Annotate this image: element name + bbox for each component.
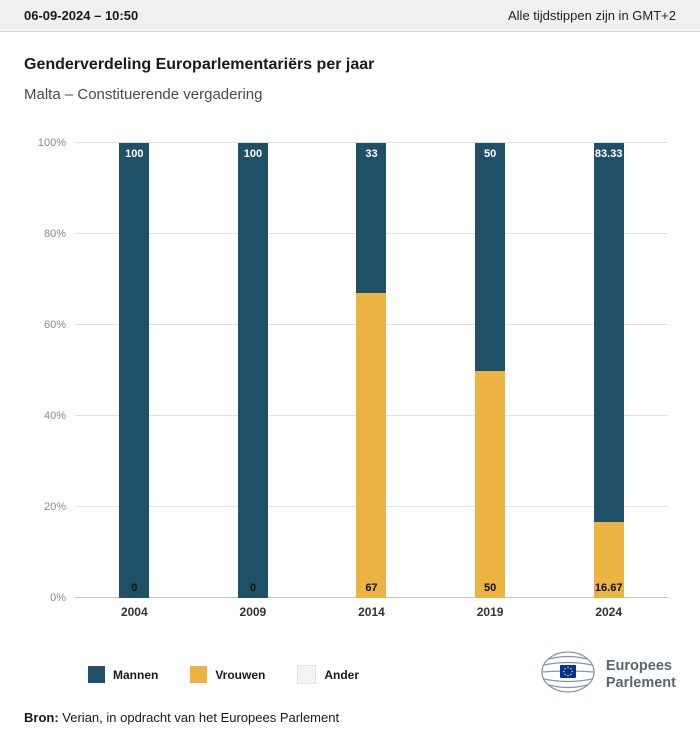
timezone-note: Alle tijdstippen zijn in GMT+2 xyxy=(508,8,676,23)
bar-segment-vrouwen[interactable] xyxy=(475,370,506,598)
bar-2009[interactable]: 100 0 xyxy=(237,143,268,598)
source-label: Bron: xyxy=(24,710,59,725)
value-label-top: 50 xyxy=(483,148,497,160)
bar-segment-mannen[interactable] xyxy=(356,143,387,294)
value-label-bottom: 0 xyxy=(131,582,138,594)
x-tick-label: 2004 xyxy=(120,605,148,619)
legend-swatch xyxy=(88,666,105,683)
x-tick-label: 2009 xyxy=(239,605,267,619)
y-tick-label: 80% xyxy=(43,228,66,240)
bar-2024[interactable]: 83.33 16.67 xyxy=(593,143,624,598)
bar-2019[interactable]: 50 50 xyxy=(475,143,506,598)
bar-segment-mannen[interactable] xyxy=(593,143,624,523)
bar-segment-vrouwen[interactable] xyxy=(593,522,624,598)
legend-label: Vrouwen xyxy=(215,667,266,682)
ep-logo-text: Europees Parlement xyxy=(606,658,676,692)
bar-segment-mannen[interactable] xyxy=(119,143,150,598)
value-label-bottom: 67 xyxy=(365,582,378,594)
page-title: Genderverdeling Europarlementariërs per … xyxy=(24,56,375,73)
top-bar: 06-09-2024 – 10:50 Alle tijdstippen zijn… xyxy=(0,0,700,32)
ep-logo-icon xyxy=(539,649,597,700)
legend-swatch xyxy=(190,666,208,683)
bar-column-2014: 33 67 xyxy=(312,143,431,598)
x-axis-labels: 2004 2009 2014 2019 2024 xyxy=(75,598,668,619)
legend-item-ander[interactable]: Ander xyxy=(297,665,359,684)
y-tick-label: 20% xyxy=(43,501,66,513)
value-label-top: 100 xyxy=(243,148,263,160)
bar-column-2024: 83.33 16.67 xyxy=(549,143,668,598)
legend: Mannen Vrouwen Ander xyxy=(88,665,359,684)
source-text: Verian, in opdracht van het Europees Par… xyxy=(62,710,340,725)
legend-item-mannen[interactable]: Mannen xyxy=(88,666,158,683)
y-tick-label: 40% xyxy=(43,410,66,422)
bar-segment-mannen[interactable] xyxy=(475,143,506,371)
bottom-row: Mannen Vrouwen Ander xyxy=(88,649,676,700)
bar-segment-mannen[interactable] xyxy=(237,143,268,598)
bar-column-2009: 100 0 xyxy=(194,143,313,598)
bar-column-2004: 100 0 xyxy=(75,143,194,598)
bar-column-2019: 50 50 xyxy=(431,143,550,598)
source-note: Bron: Verian, in opdracht van het Europe… xyxy=(24,710,676,725)
bars-container: 100 0 100 0 33 67 50 50 83.33 16.67 xyxy=(75,143,668,598)
datetime: 06-09-2024 – 10:50 xyxy=(24,8,139,23)
y-tick-label: 60% xyxy=(43,319,66,331)
value-label-bottom: 0 xyxy=(249,582,256,594)
y-tick-label: 0% xyxy=(50,592,66,604)
value-label-top: 100 xyxy=(125,148,144,160)
legend-label: Ander xyxy=(324,667,360,682)
bar-2014[interactable]: 33 67 xyxy=(356,143,387,598)
x-tick-label: 2014 xyxy=(358,605,385,619)
x-tick-label: 2019 xyxy=(476,605,504,619)
ep-logo: Europees Parlement xyxy=(539,649,676,700)
gridline xyxy=(75,142,668,143)
plot-area: 0% 20% 40% 60% 80% 100% 100 0 100 0 33 67 50 50 83.33 1… xyxy=(38,137,668,604)
ep-logo-text-line1: Europees xyxy=(605,657,672,674)
value-label-bottom: 16.67 xyxy=(594,582,623,594)
value-label-top: 83.33 xyxy=(594,148,623,160)
bar-2004[interactable]: 100 0 xyxy=(119,143,150,598)
bar-segment-vrouwen[interactable] xyxy=(356,293,387,598)
ep-logo-text-line2: Parlement xyxy=(605,674,676,691)
legend-label: Mannen xyxy=(113,667,159,682)
legend-item-vrouwen[interactable]: Vrouwen xyxy=(190,666,265,683)
value-label-top: 33 xyxy=(365,148,378,160)
legend-swatch xyxy=(297,665,317,684)
page-subtitle: Malta – Constituerende vergadering xyxy=(24,86,263,103)
value-label-bottom: 50 xyxy=(483,582,497,594)
y-tick-label: 100% xyxy=(37,137,66,149)
x-tick-label: 2024 xyxy=(595,605,623,619)
